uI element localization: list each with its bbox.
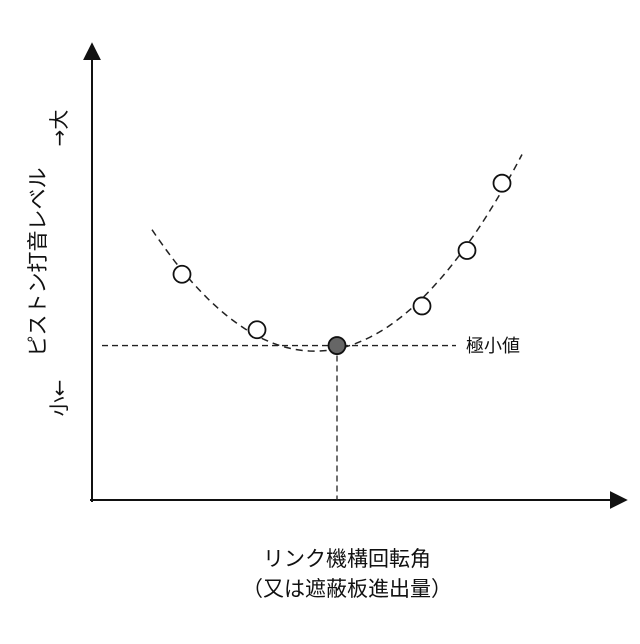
y-low-label: 小← <box>47 380 71 417</box>
y-high-label: →大 <box>47 110 71 147</box>
data-point-6 <box>494 175 511 192</box>
data-point-1 <box>174 266 191 283</box>
minimum-point-marker <box>329 337 346 354</box>
data-points <box>174 175 511 354</box>
data-point-4 <box>414 297 431 314</box>
minimum-label: 極小値 <box>466 336 520 357</box>
axes <box>90 44 626 502</box>
x-axis-label: リンク機構回転角 <box>263 547 431 571</box>
y-axis-label: ピストン打音レベル <box>26 168 50 357</box>
data-point-5 <box>459 242 476 259</box>
data-point-2 <box>249 321 266 338</box>
x-axis-label-sub: （又は遮蔽板進出量） <box>242 577 452 601</box>
minimum-guide-lines <box>102 346 456 500</box>
